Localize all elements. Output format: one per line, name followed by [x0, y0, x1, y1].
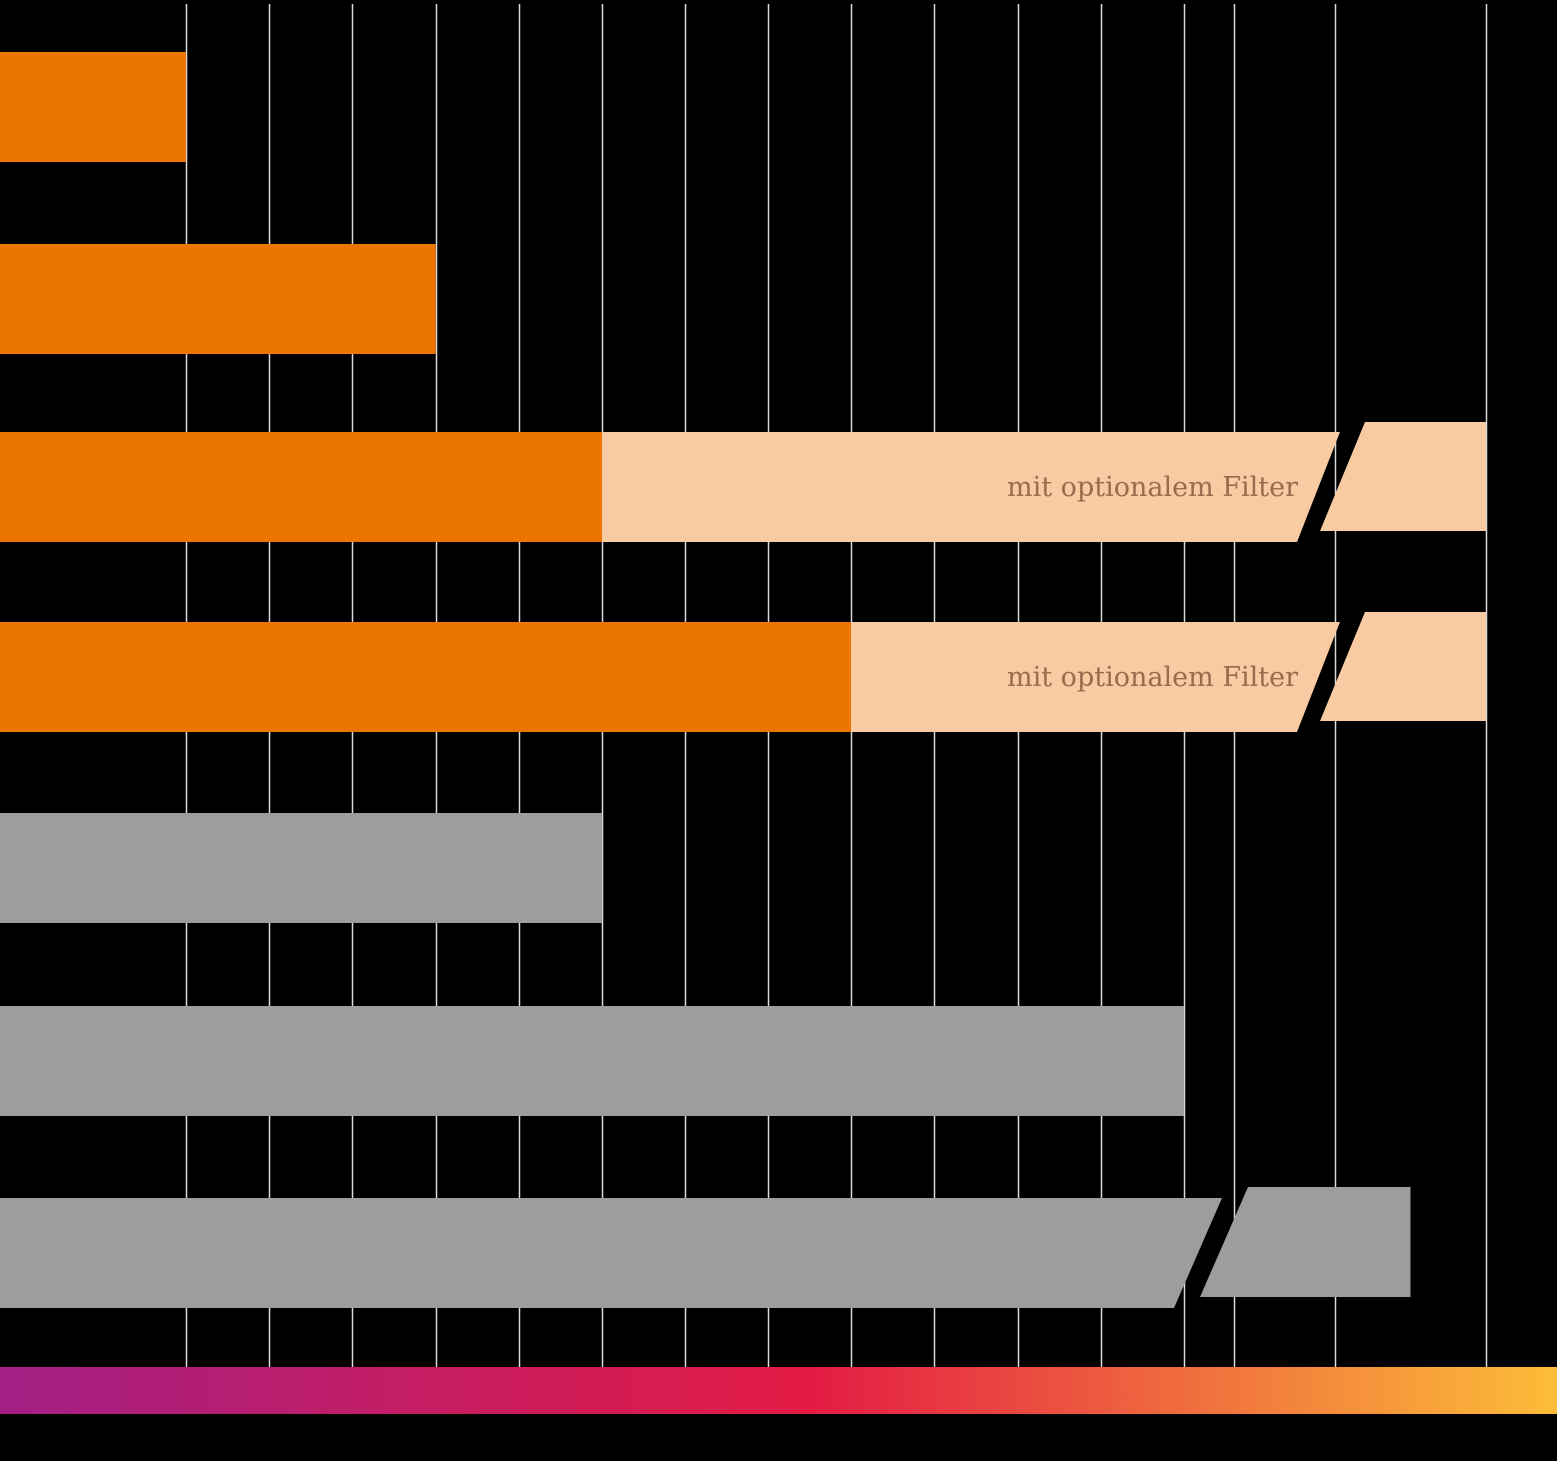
bar [0, 244, 436, 354]
bar [0, 52, 186, 162]
bar-extension [602, 432, 1340, 542]
bar [0, 813, 602, 923]
bars: mit optionalem Filter mit optionalem Filt… [0, 52, 1486, 1308]
bar [0, 432, 602, 542]
gradient-band [0, 1367, 1557, 1414]
bar-label: mit optionalem Filter [1007, 472, 1298, 503]
bar-break-segment [1320, 612, 1486, 721]
bar [0, 1198, 1222, 1308]
bar-label: mit optionalem Filter [1007, 662, 1298, 693]
bar-extension [851, 622, 1340, 732]
bar [0, 1006, 1184, 1116]
bar-break-segment [1320, 422, 1486, 531]
bar [0, 622, 851, 732]
bar-break-segment [1200, 1187, 1411, 1297]
